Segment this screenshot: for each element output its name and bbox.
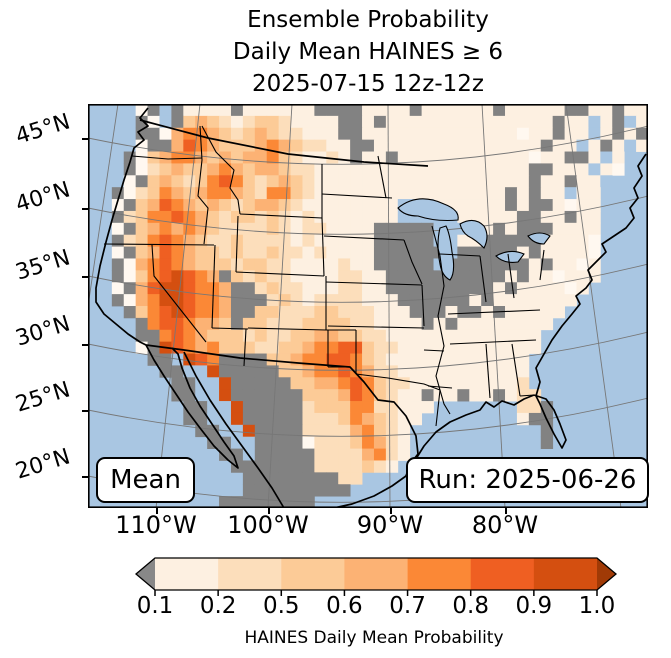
plot-title: Ensemble Probability Daily Mean HAINES ≥… [88, 4, 648, 100]
y-tick-label: 45°N [12, 109, 74, 150]
mean-badge-label: Mean [110, 465, 181, 495]
map-panel [57, 103, 649, 509]
colorbar [134, 557, 618, 596]
colorbar-segment [344, 558, 408, 590]
y-tick-label: 30°N [12, 311, 74, 352]
x-tick-mark [505, 508, 507, 514]
y-tick-mark [82, 208, 88, 210]
x-tick-label: 80°W [471, 511, 539, 539]
y-tick-mark [82, 410, 88, 412]
run-badge-label: Run: 2025-06-26 [418, 465, 637, 495]
colorbar-segment [218, 558, 282, 590]
colorbar-tick-label: 0.9 [515, 593, 553, 619]
colorbar-under-arrow [136, 558, 155, 590]
map-frame [88, 104, 649, 508]
colorbar-tick-label: 0.5 [262, 593, 300, 619]
y-tick-mark [82, 476, 88, 478]
colorbar-tick-label: 0.1 [136, 593, 174, 619]
map-image [57, 103, 649, 509]
colorbar-tick-label: 0.7 [389, 593, 426, 619]
y-tick-label: 25°N [12, 377, 74, 418]
y-tick-label: 35°N [12, 245, 74, 286]
title-line-3: 2025-07-15 12z-12z [252, 71, 484, 97]
y-tick-mark [82, 344, 88, 346]
x-tick-mark [156, 508, 158, 514]
x-tick-label: 90°W [356, 511, 424, 539]
x-tick-mark [268, 508, 270, 514]
y-tick-mark [82, 138, 88, 140]
grid-cells [111, 104, 649, 509]
colorbar-tick-label: 0.6 [326, 593, 363, 619]
colorbar-tick-label: 0.8 [452, 593, 489, 619]
colorbar-over-arrow [597, 558, 616, 590]
mean-badge: Mean [96, 457, 195, 503]
x-tick-label: 100°W [227, 511, 309, 539]
colorbar-segment [470, 558, 535, 590]
x-tick-mark [390, 508, 392, 514]
colorbar-caption: HAINES Daily Mean Probability [244, 628, 504, 648]
colorbar-ticks [154, 590, 598, 596]
y-tick-mark [82, 276, 88, 278]
colorbar-tick-label: 1.0 [578, 593, 616, 619]
coastlines [95, 107, 647, 509]
colorbar-segment [407, 558, 472, 590]
y-tick-label: 40°N [12, 177, 74, 218]
colorbar-segment [155, 558, 219, 590]
run-badge: Run: 2025-06-26 [406, 457, 649, 503]
x-tick-label: 110°W [115, 511, 197, 539]
y-tick-label: 20°N [12, 444, 74, 485]
colorbar-segment [281, 558, 345, 590]
colorbar-tick-label: 0.2 [199, 593, 237, 619]
state-borders [103, 125, 545, 427]
title-line-1: Ensemble Probability [247, 7, 489, 33]
colorbar-segment [533, 558, 598, 590]
title-line-2: Daily Mean HAINES ≥ 6 [232, 39, 504, 65]
